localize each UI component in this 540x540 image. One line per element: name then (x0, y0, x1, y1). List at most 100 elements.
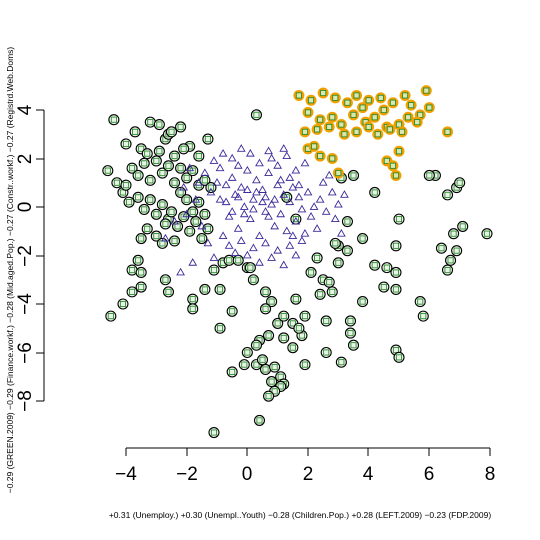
point-circle-mark (250, 339, 262, 351)
point-square-mark (274, 320, 281, 327)
point-square-mark (256, 417, 263, 424)
point-circle-mark (335, 356, 347, 368)
green-point (259, 286, 272, 298)
orange-point (332, 167, 344, 179)
blue-triangle-point (224, 211, 234, 220)
point-square-mark (326, 279, 333, 286)
green-point (445, 254, 457, 266)
green-point (159, 218, 171, 230)
point-circle-mark (369, 186, 381, 198)
blue-triangle-point (230, 248, 240, 256)
green-point (168, 177, 181, 189)
orange-point (351, 126, 363, 138)
green-point (417, 310, 429, 322)
point-circle-mark (168, 150, 181, 162)
orange-point (396, 126, 408, 138)
blue-triangle-point (276, 175, 286, 184)
point-square-mark (301, 361, 309, 368)
point-square-mark (192, 218, 199, 225)
point-square-mark (292, 216, 299, 223)
point-square-mark (317, 153, 324, 160)
green-point (168, 235, 181, 247)
point-square-mark (189, 305, 196, 312)
green-point (299, 359, 311, 371)
point-square-mark (129, 288, 136, 295)
green-point (305, 266, 317, 279)
green-point (126, 286, 138, 298)
point-circle-mark (369, 259, 381, 271)
green-point (162, 160, 175, 172)
green-point (435, 242, 448, 254)
green-point (150, 155, 162, 167)
point-square-mark (198, 235, 205, 242)
blue-triangle-point (279, 190, 289, 198)
point-circle-mark (378, 281, 390, 293)
blue-triangle-point (242, 185, 252, 193)
point-circle-mark (132, 254, 144, 266)
green-point (120, 138, 132, 150)
point-square-mark (138, 235, 145, 242)
blue-triangle-point (264, 168, 273, 176)
point-square-mark (408, 102, 415, 109)
point-circle-mark (223, 254, 235, 266)
green-point (138, 203, 150, 215)
green-point (126, 264, 138, 276)
green-point (153, 119, 165, 131)
green-point (347, 339, 360, 351)
point-square-mark (392, 269, 400, 276)
point-circle-mark (199, 283, 211, 296)
green-point (190, 216, 202, 228)
point-square-mark (229, 368, 236, 375)
blue-triangle-point (279, 260, 289, 269)
green-point (144, 194, 156, 206)
blue-triangle-point (230, 190, 240, 198)
green-point (199, 208, 211, 220)
blue-triangle-point (303, 187, 313, 196)
blue-triangle-point (191, 195, 201, 203)
point-circle-mark (144, 174, 156, 186)
point-circle-mark (244, 262, 256, 274)
green-point (129, 126, 141, 138)
point-circle-mark (269, 361, 281, 373)
blue-triangle-point (215, 195, 225, 203)
point-square-mark (122, 182, 130, 189)
green-point (226, 305, 238, 317)
point-circle-mark (381, 262, 393, 274)
point-circle-mark (144, 194, 156, 206)
orange-point (341, 97, 353, 109)
point-circle-mark (214, 322, 226, 334)
point-square-mark (138, 269, 145, 276)
blue-triangle-point (236, 236, 246, 244)
blue-triangle-point (294, 180, 304, 189)
point-circle-mark (241, 346, 253, 359)
green-point (165, 206, 178, 218)
blue-triangle-point (197, 221, 207, 230)
green-point (378, 281, 390, 293)
point-square-mark (156, 121, 163, 128)
point-circle-mark (341, 216, 353, 228)
green-point (159, 274, 171, 286)
point-square-mark (311, 143, 318, 150)
point-square-mark (186, 228, 193, 235)
blue-triangle-point (221, 197, 231, 206)
point-square-mark (417, 111, 424, 118)
point-square-mark (350, 111, 357, 118)
green-point (414, 296, 426, 308)
green-point (390, 240, 402, 252)
blue-triangle-point (182, 209, 192, 218)
green-point (250, 339, 262, 351)
green-point (344, 327, 357, 339)
point-square-mark (271, 388, 278, 395)
green-point (135, 266, 147, 279)
green-point (193, 150, 205, 162)
point-square-mark (253, 361, 260, 368)
point-square-mark (189, 208, 196, 215)
x-tick-label: 4 (363, 464, 374, 485)
blue-triangle-point (273, 245, 283, 254)
green-point (451, 245, 463, 257)
green-point (132, 169, 144, 182)
point-circle-mark (102, 165, 114, 177)
point-circle-mark (290, 293, 302, 305)
point-circle-mark (454, 177, 466, 189)
point-square-mark (353, 128, 360, 135)
